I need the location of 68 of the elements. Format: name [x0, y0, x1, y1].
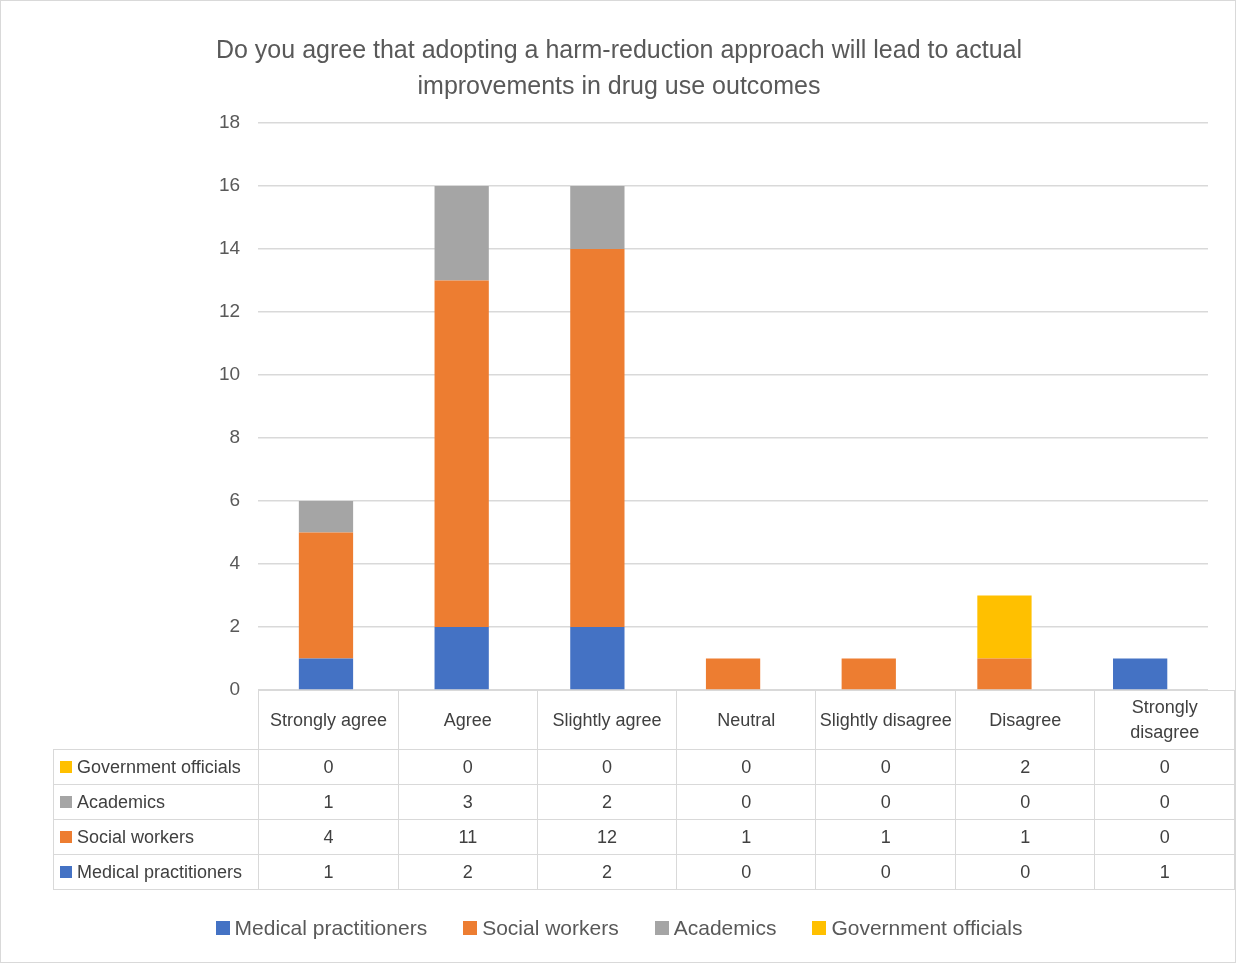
x-tick-label: Slightly disagree: [815, 690, 956, 750]
data-label: 11: [398, 819, 538, 855]
data-label: 2: [537, 854, 677, 890]
bar: [977, 595, 1032, 659]
x-tick-label: Neutral: [676, 690, 816, 750]
y-tick-label: 4: [229, 552, 241, 574]
data-label: 0: [676, 784, 816, 820]
bar: [298, 658, 354, 690]
y-tick-label: 2: [229, 615, 241, 637]
x-tick-label: Agree: [398, 690, 538, 750]
data-label: 0: [815, 784, 956, 820]
data-label: 4: [258, 819, 399, 855]
text: Government officials: [77, 756, 241, 777]
data-label: 2: [537, 784, 677, 820]
bar: [298, 501, 354, 533]
bar: [298, 532, 354, 659]
data-label: 0: [815, 749, 956, 785]
y-tick-label: 14: [218, 237, 241, 259]
legend-label: Academics: [53, 784, 259, 820]
y-tick-label: 0: [229, 678, 241, 700]
data-label: 2: [398, 854, 538, 890]
y-tick-label: 8: [229, 426, 241, 448]
text: Social workers: [482, 916, 619, 939]
x-tick-label: Disagree: [955, 690, 1095, 750]
data-label: 1: [676, 819, 816, 855]
bar: [570, 627, 625, 690]
bar: [570, 249, 625, 627]
bar: [434, 627, 489, 690]
y-tick-label: 10: [218, 363, 241, 385]
data-label: 12: [537, 819, 677, 855]
data-label: 0: [815, 854, 956, 890]
data-label: 2: [955, 749, 1095, 785]
bar: [841, 658, 896, 690]
data-label: 0: [955, 854, 1095, 890]
x-tick-label: Slightly agree: [537, 690, 677, 750]
bar: [705, 658, 761, 690]
bar: [977, 658, 1032, 690]
data-label: 0: [1094, 819, 1235, 855]
x-tick-label: Strongly agree: [258, 690, 399, 750]
data-label: 0: [1094, 784, 1235, 820]
y-tick-label: 18: [218, 111, 241, 133]
data-label: 3: [398, 784, 538, 820]
bar: [434, 280, 489, 627]
data-label: 1: [955, 819, 1095, 855]
data-label: 0: [398, 749, 538, 785]
text: Academics: [673, 916, 777, 939]
y-tick-label: 12: [218, 300, 241, 322]
bar: [570, 186, 625, 249]
data-label: 0: [676, 854, 816, 890]
y-tick-label: 16: [218, 174, 241, 196]
legend-label: Medical practitioners: [53, 854, 259, 890]
y-tick-label: 6: [229, 489, 241, 511]
data-label: 1: [258, 854, 399, 890]
data-label: 0: [1094, 749, 1235, 785]
legend-label: Government officials: [830, 916, 1023, 939]
data-label: 1: [1094, 854, 1235, 890]
data-label: 0: [955, 784, 1095, 820]
data-label: 0: [676, 749, 816, 785]
bar: [1113, 658, 1168, 690]
data-label: 0: [258, 749, 399, 785]
data-label: 1: [258, 784, 399, 820]
data-label: 1: [815, 819, 956, 855]
data-label: 0: [537, 749, 677, 785]
legend-label: Social workers: [53, 819, 259, 855]
text: Medical practitioners: [234, 916, 428, 939]
x-tick-label: Strongly disagree: [1094, 690, 1235, 750]
bar: [434, 186, 489, 281]
chart-title: Do you agree that adopting a harm-reduction approach will lead to actual improvements in drug use outcomes: [214, 34, 1024, 101]
